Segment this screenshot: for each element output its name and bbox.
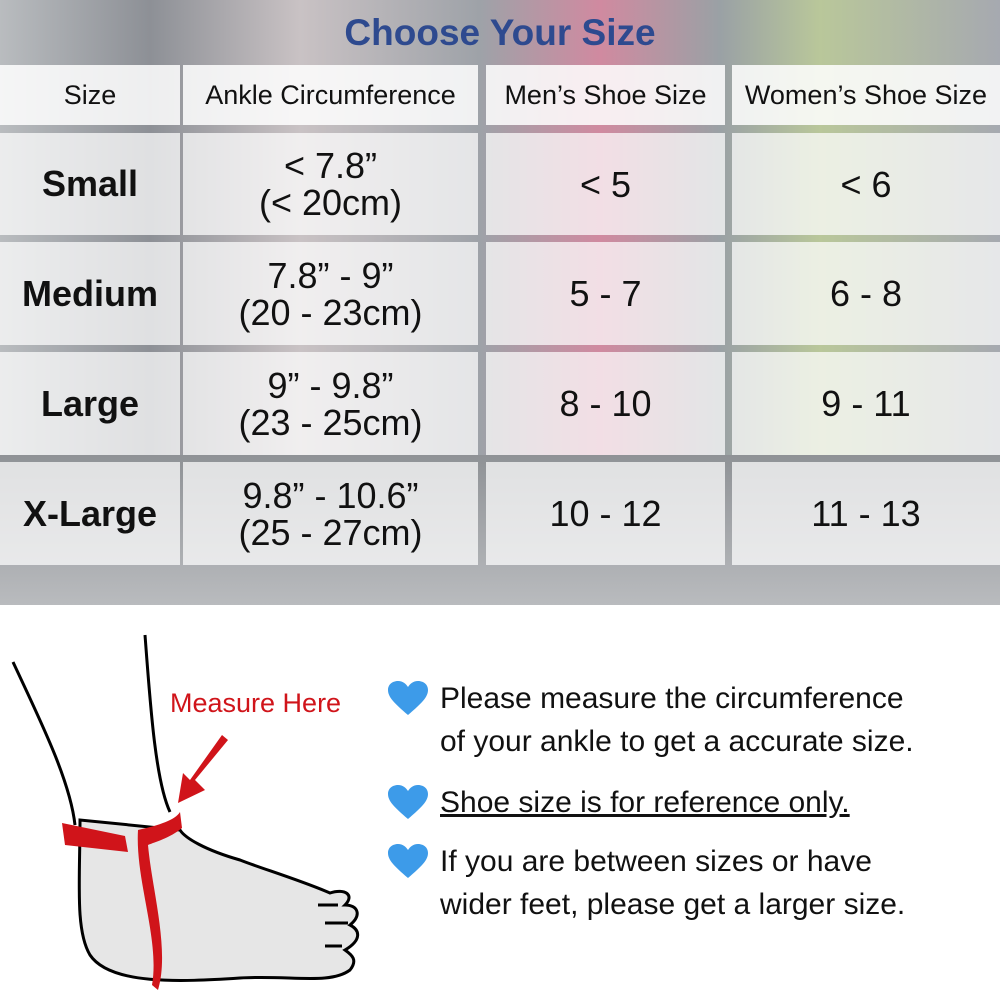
womens-size-cell: 6 - 8	[732, 242, 1000, 345]
ankle-cm: (23 - 25cm)	[238, 401, 423, 443]
heart-icon	[388, 844, 428, 878]
ankle-in: 7.8” - 9”	[267, 254, 394, 296]
mens-size-cell: < 5	[486, 133, 725, 235]
leg-back-line	[11, 661, 77, 826]
ankle-cm: (20 - 23cm)	[238, 291, 423, 333]
note-line: Shoe size is for reference only.	[440, 786, 850, 819]
ankle-strap-front	[137, 812, 182, 990]
ankle-in: 9” - 9.8”	[267, 364, 394, 406]
column-header: Women’s Shoe Size	[732, 65, 1000, 125]
ankle-cell: 9.8” - 10.6” (25 - 27cm)	[183, 462, 478, 565]
womens-size-cell: 11 - 13	[732, 462, 1000, 565]
size-cell: Small	[0, 133, 180, 235]
page-title: Choose Your Size	[344, 12, 656, 53]
size-cell: X-Large	[0, 462, 180, 565]
column-header: Ankle Circumference	[183, 65, 478, 125]
ankle-cm: (< 20cm)	[258, 182, 403, 223]
note-text: Please measure the circumference of your …	[440, 677, 914, 763]
heart-icon	[388, 681, 428, 715]
heart-icon	[388, 785, 428, 819]
note-text: Shoe size is for reference only.	[440, 781, 850, 824]
ankle-strap-back	[62, 823, 128, 852]
note-line: of your ankle to get a accurate size.	[440, 725, 914, 758]
note-line: If you are between sizes or have	[440, 845, 872, 878]
measure-here-label: Measure Here	[170, 688, 342, 718]
size-cell: Large	[0, 352, 180, 455]
column-header: Size	[0, 65, 180, 125]
ankle-cell: 9” - 9.8” (23 - 25cm)	[183, 352, 478, 455]
womens-size-cell: < 6	[732, 133, 1000, 235]
ankle-cell: < 7.8” (< 20cm)	[183, 133, 478, 235]
note-line: wider feet, please get a larger size.	[440, 888, 906, 921]
toe-lines	[318, 903, 348, 948]
ankle-in: 9.8” - 10.6”	[242, 474, 419, 516]
womens-size-cell: 9 - 11	[732, 352, 1000, 455]
ankle-cm: (25 - 27cm)	[238, 511, 423, 553]
foot-illustration	[11, 634, 360, 990]
leg-front-line	[143, 634, 172, 813]
ankle-in: < 7.8”	[283, 145, 378, 186]
ankle-cell: 7.8” - 9” (20 - 23cm)	[183, 242, 478, 345]
note-text: If you are between sizes or have wider fe…	[440, 840, 905, 926]
mens-size-cell: 8 - 10	[486, 352, 725, 455]
note-line: Please measure the circumference	[440, 682, 904, 715]
column-header: Men’s Shoe Size	[486, 65, 725, 125]
mens-size-cell: 5 - 7	[486, 242, 725, 345]
size-cell: Medium	[0, 242, 180, 345]
arrow-icon	[178, 735, 228, 803]
mens-size-cell: 10 - 12	[486, 462, 725, 565]
